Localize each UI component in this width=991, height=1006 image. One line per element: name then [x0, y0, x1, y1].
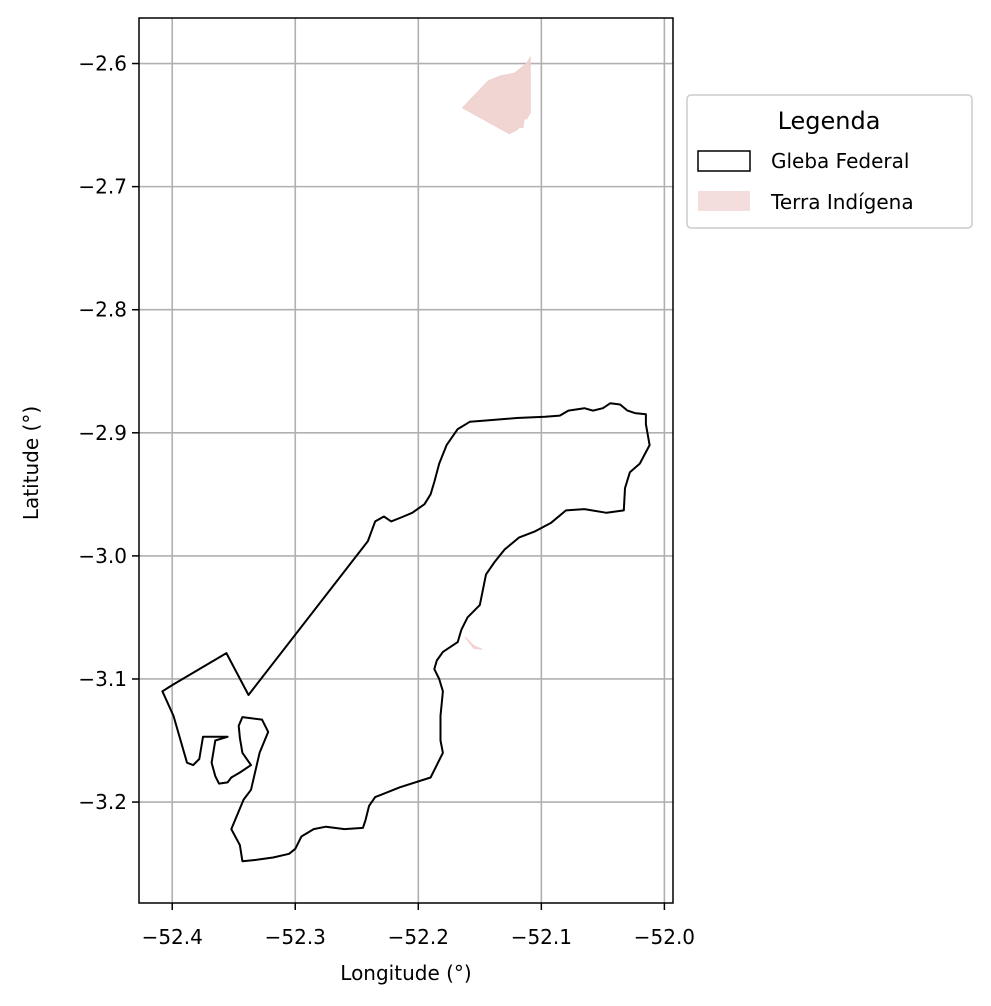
y-axis-ticks: −2.6 −2.7 −2.8 −2.9 −3.0 −3.1 −3.2: [78, 52, 139, 814]
y-tick-label: −3.0: [78, 544, 127, 568]
gridlines: [139, 18, 673, 903]
x-tick-label: −52.2: [388, 925, 449, 949]
x-tick-label: −52.4: [142, 925, 203, 949]
legend-box: [686, 94, 973, 229]
y-tick-label: −3.1: [78, 667, 127, 691]
legend: Legenda Gleba Federal Terra Indígena: [686, 94, 973, 229]
x-axis-ticks: −52.4 −52.3 −52.2 −52.1 −52.0: [142, 903, 695, 949]
y-tick-label: −3.2: [78, 790, 127, 814]
x-axis-label: Longitude (°): [340, 961, 471, 985]
x-tick-label: −52.1: [511, 925, 572, 949]
legend-label-terra-indigena: Terra Indígena: [770, 190, 914, 214]
y-tick-label: −2.7: [78, 175, 127, 199]
legend-swatch-gleba-federal: [697, 150, 751, 172]
terra-indigena-layer: [461, 55, 531, 650]
y-tick-label: −2.8: [78, 298, 127, 322]
legend-title: Legenda: [778, 107, 881, 135]
terra-indigena-polygon: [461, 55, 531, 135]
gleba-federal-polygon: [161, 402, 651, 863]
y-tick-label: −2.9: [78, 421, 127, 445]
y-axis-label: Latitude (°): [19, 406, 43, 520]
gleba-federal-layer: [161, 402, 651, 863]
terra-indigena-polygon: [464, 636, 483, 650]
x-tick-label: −52.0: [634, 925, 695, 949]
plot-frame: [138, 17, 674, 904]
x-tick-label: −52.3: [265, 925, 326, 949]
y-tick-label: −2.6: [78, 52, 127, 76]
legend-swatch-terra-indigena: [698, 191, 750, 211]
legend-label-gleba-federal: Gleba Federal: [771, 149, 909, 173]
